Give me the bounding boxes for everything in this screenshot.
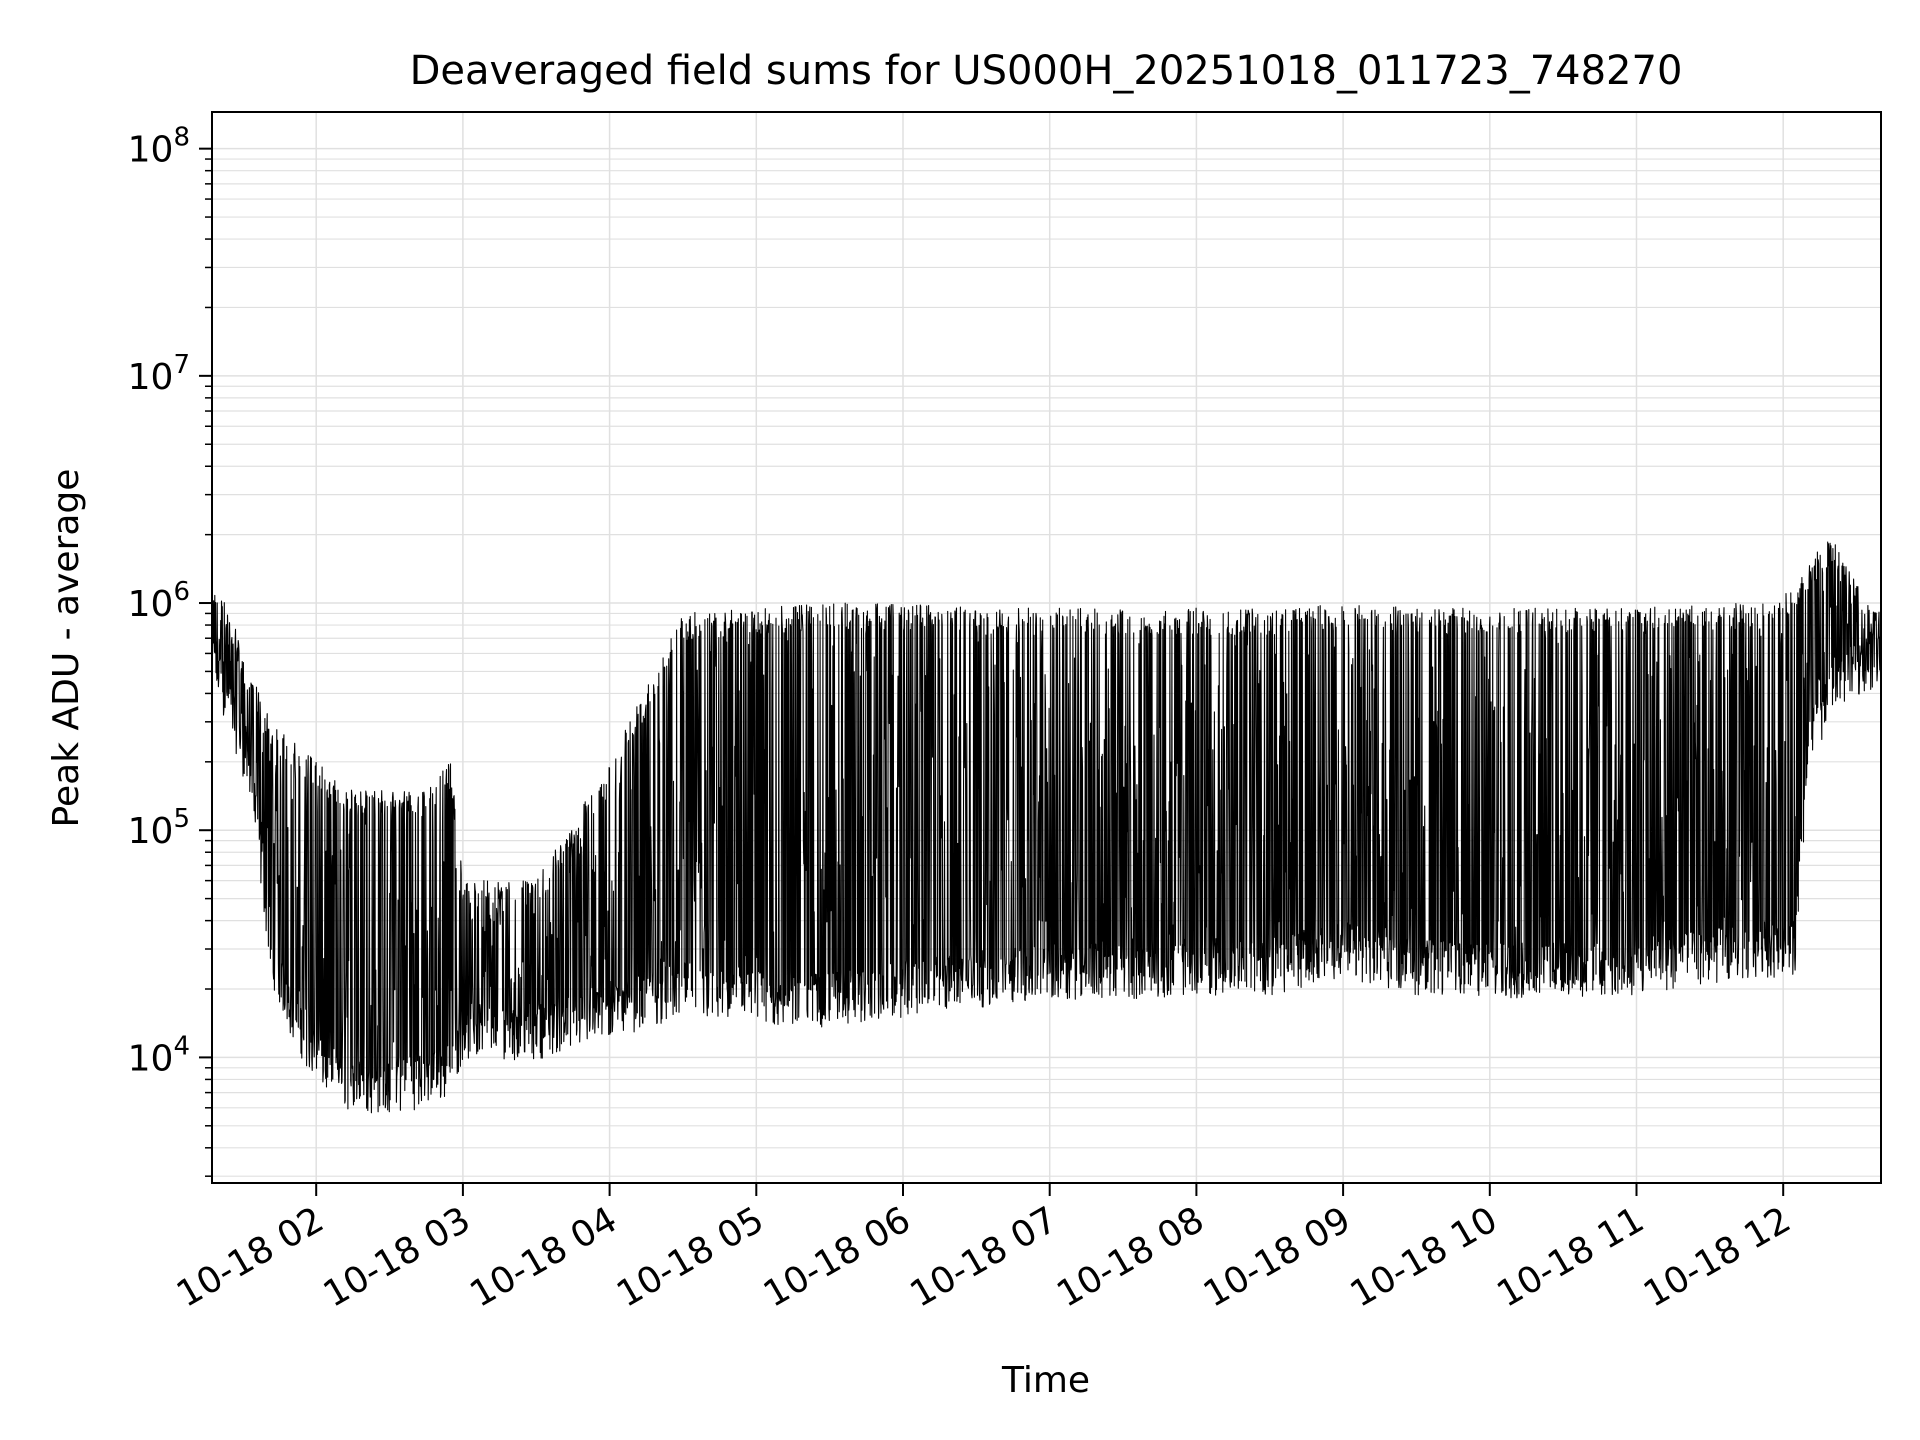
y-tick-base: 10	[128, 811, 174, 852]
y-tick-label: 106	[128, 577, 190, 625]
y-tick-base: 10	[128, 357, 174, 398]
y-tick-label: 104	[128, 1031, 190, 1079]
y-tick-exponent: 8	[173, 123, 190, 153]
y-tick-label: 108	[128, 123, 190, 171]
x-tick-label: 10-18 09	[1197, 1199, 1358, 1315]
data-series	[211, 541, 1882, 1114]
y-tick-base: 10	[128, 1038, 174, 1079]
series-line	[211, 541, 1882, 1114]
x-tick-label: 10-18 02	[170, 1199, 331, 1315]
x-tick-label: 10-18 06	[757, 1199, 918, 1315]
x-tick-label: 10-18 11	[1490, 1199, 1651, 1315]
x-tick-label: 10-18 10	[1344, 1199, 1505, 1315]
x-axis-label: Time	[1001, 1360, 1090, 1401]
x-tick-label: 10-18 12	[1637, 1199, 1798, 1315]
y-tick-label: 105	[128, 804, 190, 852]
x-tick-label: 10-18 03	[317, 1199, 478, 1315]
y-tick-label: 107	[128, 350, 190, 398]
x-tick-label: 10-18 07	[904, 1199, 1065, 1315]
x-tick-label: 10-18 05	[610, 1199, 771, 1315]
plot-frame	[211, 111, 1882, 1184]
y-tick-base: 10	[128, 584, 174, 625]
y-tick-exponent: 7	[173, 350, 190, 380]
chart-title: Deaveraged field sums for US000H_2025101…	[410, 48, 1683, 94]
y-tick-base: 10	[128, 130, 174, 171]
y-tick-exponent: 6	[173, 577, 190, 607]
y-axis-label: Peak ADU - average	[46, 469, 87, 828]
x-tick-label: 10-18 08	[1050, 1199, 1211, 1315]
y-tick-exponent: 4	[173, 1031, 190, 1061]
x-tick-label: 10-18 04	[463, 1199, 624, 1315]
y-tick-exponent: 5	[173, 804, 190, 834]
